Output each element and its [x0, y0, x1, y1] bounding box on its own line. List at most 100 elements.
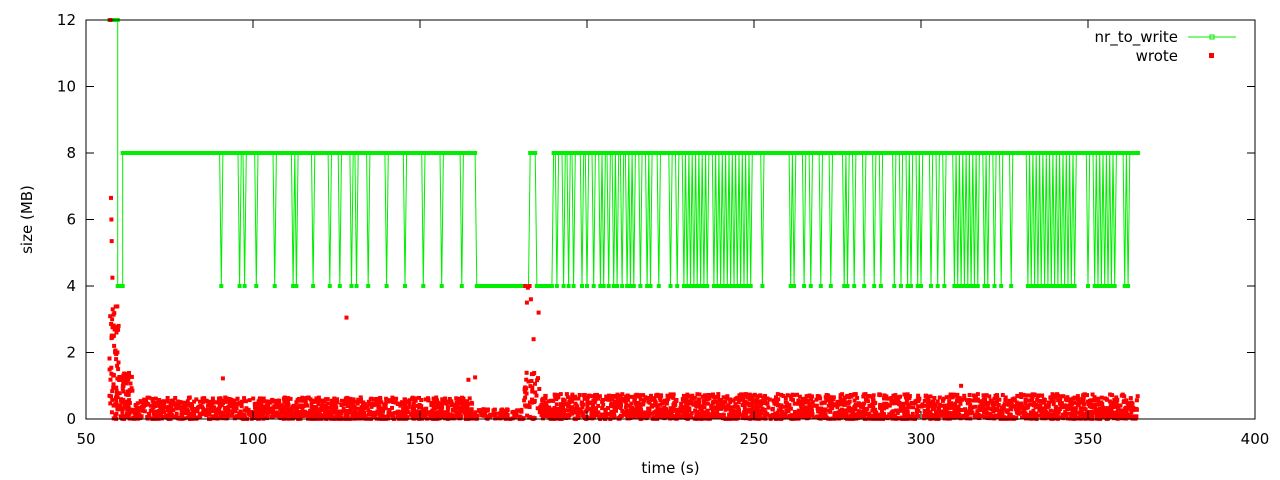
point-nr-to-write [271, 151, 275, 155]
point-wrote [116, 327, 121, 332]
point-wrote [378, 395, 383, 400]
point-wrote [473, 375, 478, 380]
point-wrote [428, 410, 433, 415]
point-wrote [316, 395, 321, 400]
point-wrote [446, 416, 451, 421]
point-wrote [753, 408, 758, 413]
point-wrote [186, 395, 191, 400]
point-wrote [527, 405, 532, 409]
point-wrote [239, 411, 244, 416]
point-wrote [113, 350, 118, 355]
point-wrote [926, 399, 931, 403]
point-wrote [187, 402, 192, 407]
point-wrote [1051, 402, 1056, 407]
point-wrote [902, 392, 907, 397]
point-wrote [187, 411, 192, 416]
point-wrote [813, 403, 818, 408]
point-wrote [179, 405, 184, 410]
point-wrote [118, 407, 123, 412]
point-wrote [1016, 405, 1021, 409]
point-nr-to-write [747, 151, 751, 155]
point-wrote [412, 399, 417, 404]
point-wrote [319, 416, 324, 421]
point-wrote [527, 400, 532, 405]
point-wrote [733, 413, 738, 418]
point-wrote [277, 414, 282, 418]
point-wrote [973, 404, 978, 409]
point-wrote [839, 400, 844, 404]
point-wrote [668, 406, 673, 411]
point-wrote [1110, 393, 1115, 398]
point-wrote [774, 395, 778, 400]
point-wrote [1021, 409, 1026, 414]
point-wrote [809, 394, 814, 399]
point-wrote [871, 407, 876, 412]
point-wrote [497, 416, 501, 421]
point-wrote [987, 394, 992, 399]
point-wrote [118, 403, 122, 408]
point-wrote [786, 409, 791, 414]
point-wrote [390, 416, 395, 420]
point-wrote [688, 400, 693, 405]
point-wrote [223, 396, 228, 401]
point-wrote [449, 413, 454, 418]
point-wrote [570, 392, 575, 397]
point-wrote [311, 407, 316, 412]
point-nr-to-write [701, 284, 706, 288]
point-wrote [294, 409, 298, 414]
point-nr-to-write [666, 151, 671, 155]
point-wrote [716, 392, 721, 397]
point-wrote [1112, 397, 1117, 402]
point-nr-to-write [566, 284, 571, 288]
point-nr-to-write [1104, 151, 1109, 155]
point-wrote [345, 409, 350, 414]
point-wrote [114, 392, 119, 397]
point-wrote [603, 411, 608, 416]
point-wrote [1081, 414, 1086, 419]
point-wrote [969, 406, 974, 411]
point-nr-to-write [473, 151, 478, 155]
point-wrote [1012, 398, 1017, 403]
point-wrote [582, 414, 586, 419]
point-wrote [788, 394, 793, 399]
point-wrote [923, 411, 928, 416]
point-wrote [128, 381, 133, 386]
point-wrote [279, 403, 284, 408]
point-nr-to-write [606, 284, 611, 288]
point-nr-to-write [565, 151, 569, 155]
point-nr-to-write [959, 284, 964, 288]
point-wrote [740, 413, 745, 418]
point-wrote [742, 405, 747, 409]
point-nr-to-write [1045, 284, 1050, 288]
point-wrote [256, 410, 261, 415]
point-wrote [456, 398, 461, 403]
point-wrote [1110, 414, 1115, 419]
point-wrote [351, 397, 356, 402]
point-nr-to-write [1072, 284, 1077, 288]
point-nr-to-write [1122, 284, 1127, 288]
point-wrote [728, 397, 733, 402]
point-wrote [783, 396, 788, 400]
point-wrote [115, 363, 120, 368]
point-wrote [1000, 412, 1005, 417]
point-wrote [668, 392, 673, 397]
point-wrote [1118, 408, 1123, 413]
point-wrote [961, 415, 966, 420]
point-wrote [591, 414, 596, 419]
point-wrote [965, 398, 969, 403]
point-wrote [881, 403, 886, 408]
point-wrote [623, 399, 628, 404]
point-wrote [564, 402, 569, 407]
point-wrote [862, 413, 866, 418]
point-wrote [905, 392, 910, 397]
point-wrote [549, 411, 554, 416]
point-wrote [728, 408, 733, 413]
point-wrote [251, 396, 256, 401]
point-wrote [389, 411, 394, 416]
point-wrote [861, 406, 866, 411]
point-wrote [171, 407, 176, 412]
point-wrote [951, 415, 956, 420]
point-nr-to-write [740, 151, 745, 155]
point-wrote [271, 408, 275, 413]
